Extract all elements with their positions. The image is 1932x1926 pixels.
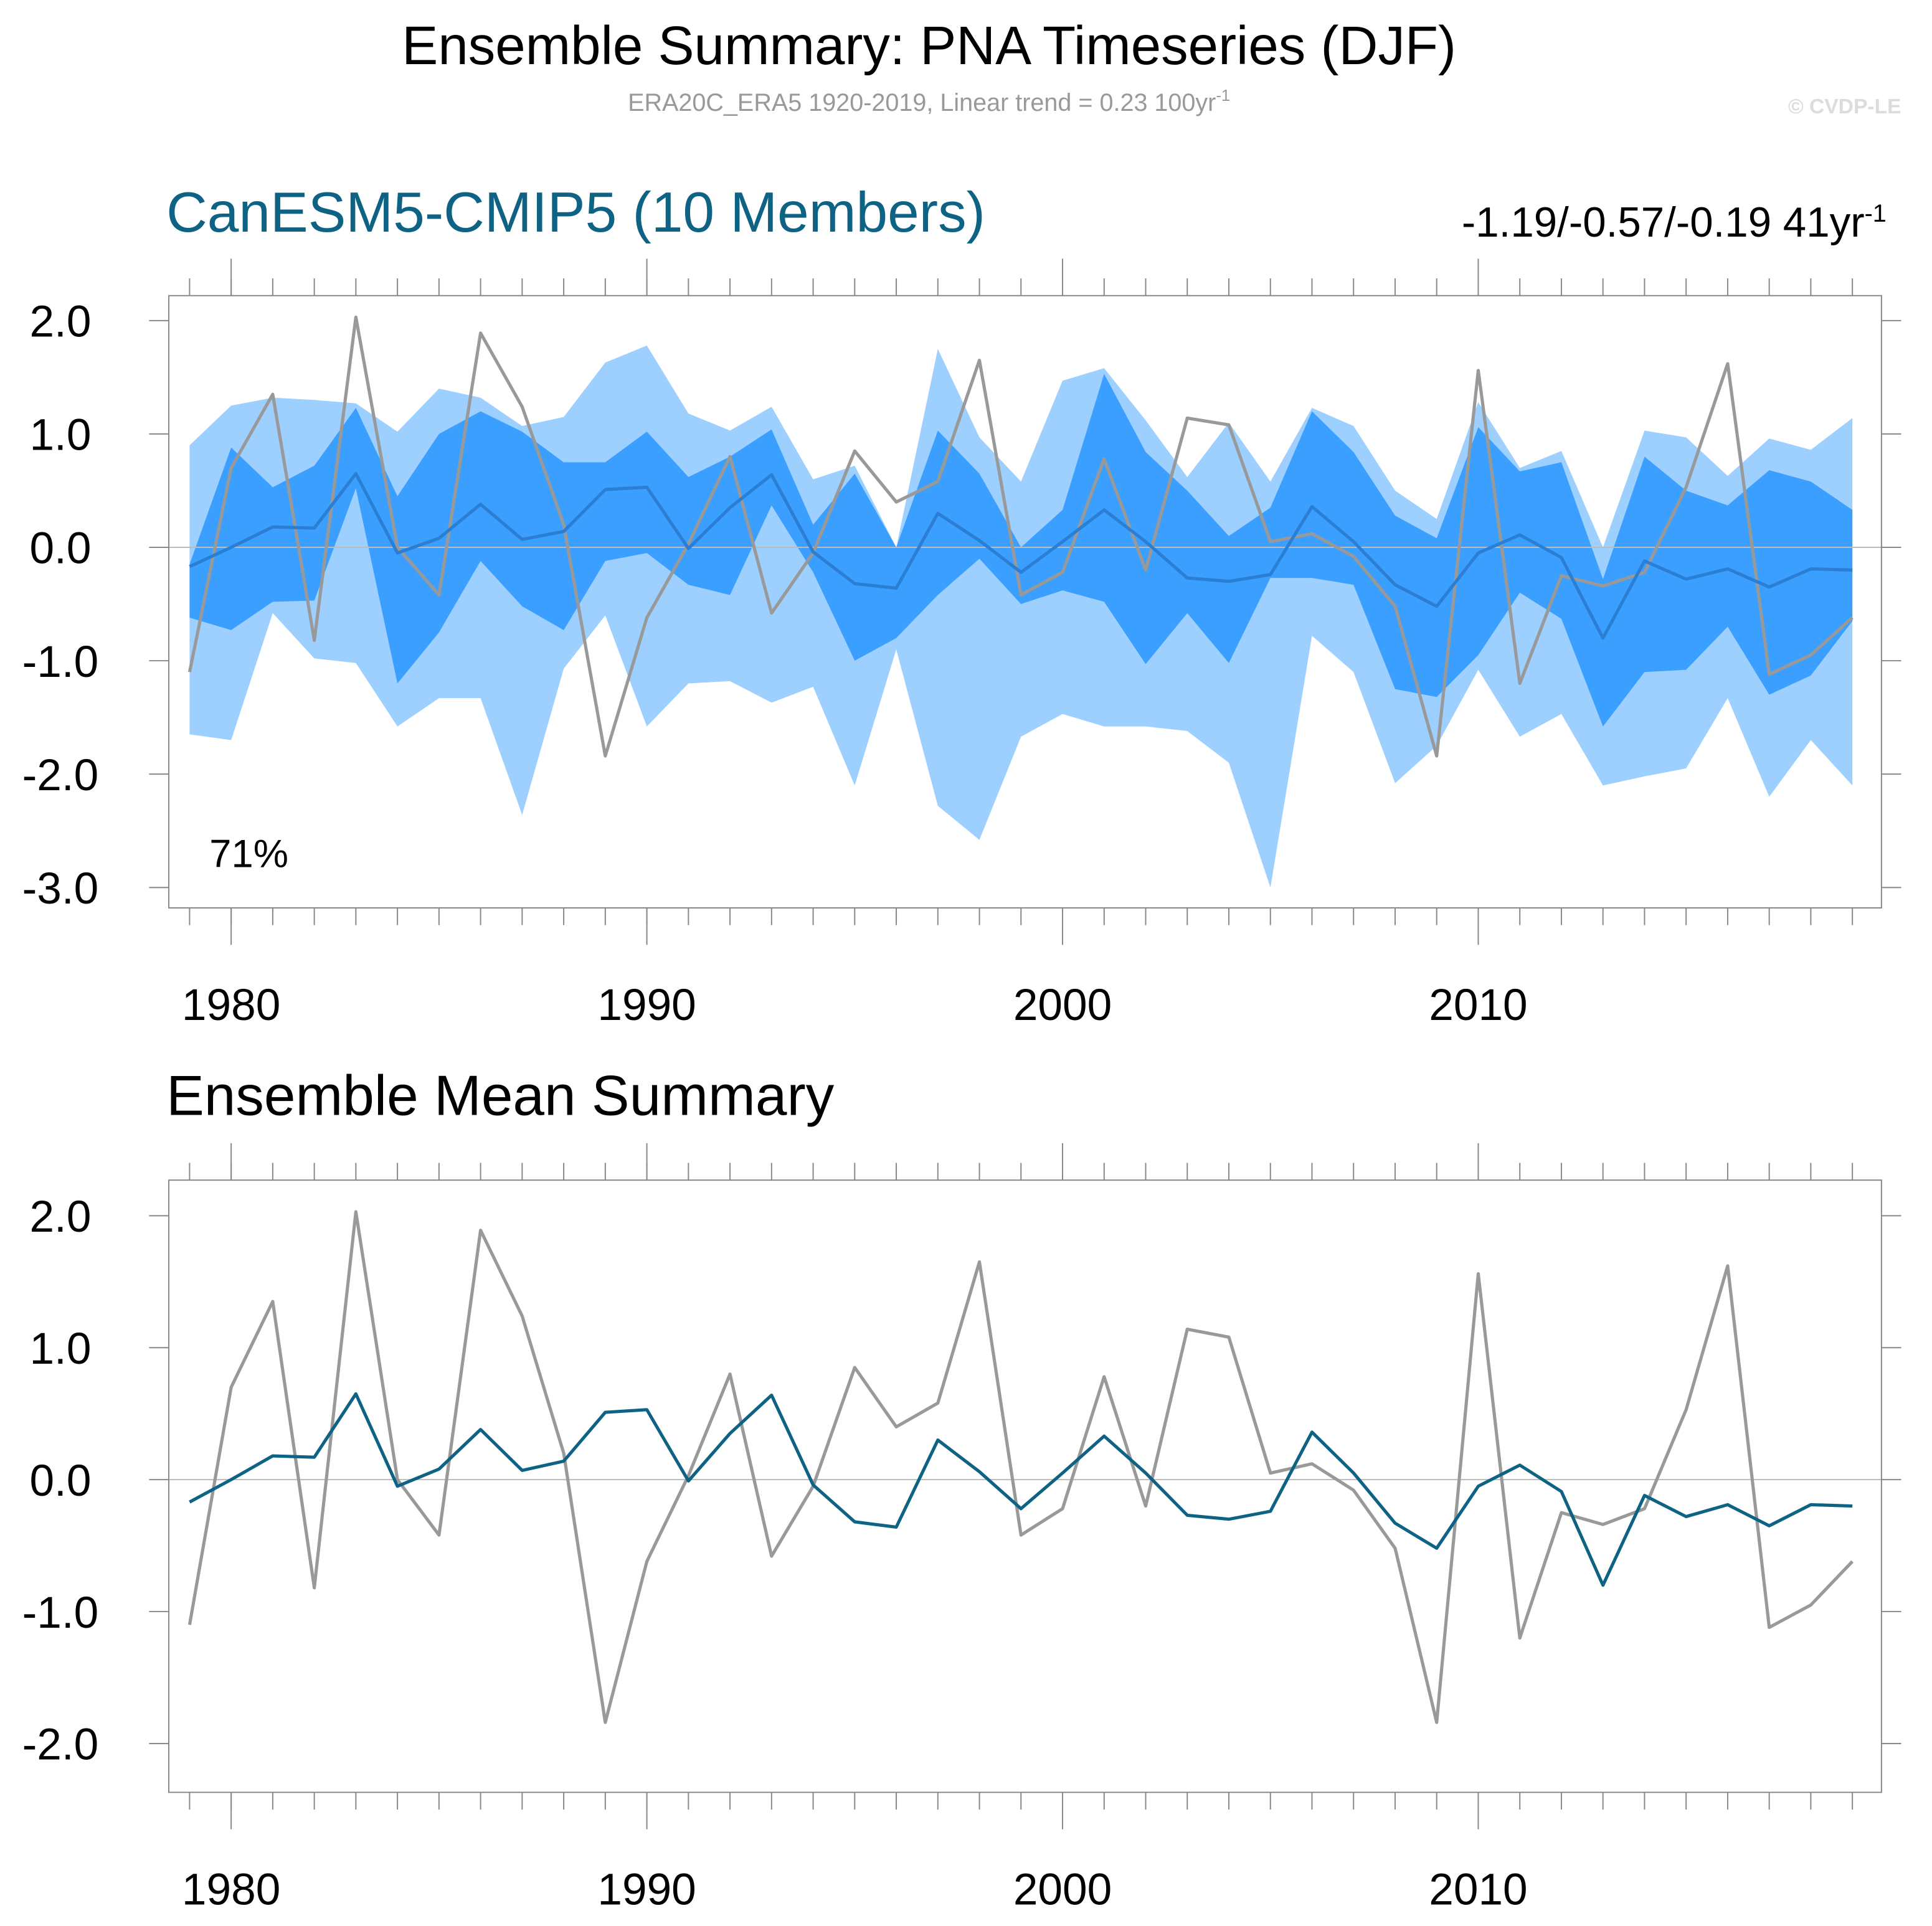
y-tick-label: -1.0	[22, 638, 99, 687]
annotation: 71%	[209, 833, 288, 876]
y-tick-label: -1.0	[22, 1588, 99, 1638]
y-tick-label: 1.0	[29, 411, 91, 460]
plot-area	[169, 315, 1882, 888]
subtitle-superscript: -1	[1216, 87, 1230, 105]
panel: CanESM5-CMIP5 (10 Members) -1.19/-0.57/-0…	[22, 181, 1901, 1030]
y-tick-label: 0.0	[29, 524, 91, 574]
x-tick-label: 2000	[1013, 981, 1112, 1030]
panel-stat: -1.19/-0.57/-0.19 41yr-1	[1462, 199, 1887, 246]
stat-text: -1.19/-0.57/-0.19 41yr	[1462, 199, 1865, 246]
x-tick-label: 1980	[182, 981, 280, 1030]
copyright: © CVDP-LE	[1788, 95, 1901, 118]
x-tick-label: 2010	[1429, 1865, 1527, 1914]
y-tick-label: 2.0	[29, 1192, 91, 1242]
x-tick-label: 1990	[597, 1865, 696, 1914]
x-tick-label: 2010	[1429, 981, 1527, 1030]
spread-band	[189, 374, 1853, 727]
plot-frame	[168, 295, 1882, 909]
x-tick-label: 2000	[1013, 1865, 1112, 1914]
panel: Ensemble Mean Summary 2.0 1.0 0.0 -1.0 -2.0 19…	[22, 1064, 1901, 1914]
y-tick-label: 0.0	[29, 1456, 91, 1506]
stat-superscript: -1	[1865, 200, 1887, 227]
series-line	[189, 472, 1853, 640]
panel-title: CanESM5-CMIP5 (10 Members)	[166, 181, 985, 244]
plot-frame	[168, 1179, 1882, 1793]
y-tick-label: -2.0	[22, 751, 99, 800]
y-tick-label: 2.0	[29, 298, 91, 347]
subtitle-text: ERA20C_ERA5 1920-2019, Linear trend = 0.…	[628, 89, 1216, 116]
series-line	[187, 1210, 1854, 1724]
y-tick-label: -2.0	[22, 1721, 99, 1770]
figure-title: Ensemble Summary: PNA Timeseries (DJF)	[402, 16, 1456, 76]
y-tick-label: 1.0	[29, 1324, 91, 1374]
figure-subtitle: ERA20C_ERA5 1920-2019, Linear trend = 0.…	[628, 87, 1230, 116]
plot-area	[169, 1210, 1882, 1724]
x-tick-label: 1980	[182, 1865, 280, 1914]
x-tick-label: 1990	[597, 981, 696, 1030]
series-line	[187, 315, 1854, 758]
panel-title: Ensemble Mean Summary	[166, 1064, 835, 1127]
series-line	[189, 1392, 1853, 1587]
y-tick-label: -3.0	[22, 864, 99, 913]
